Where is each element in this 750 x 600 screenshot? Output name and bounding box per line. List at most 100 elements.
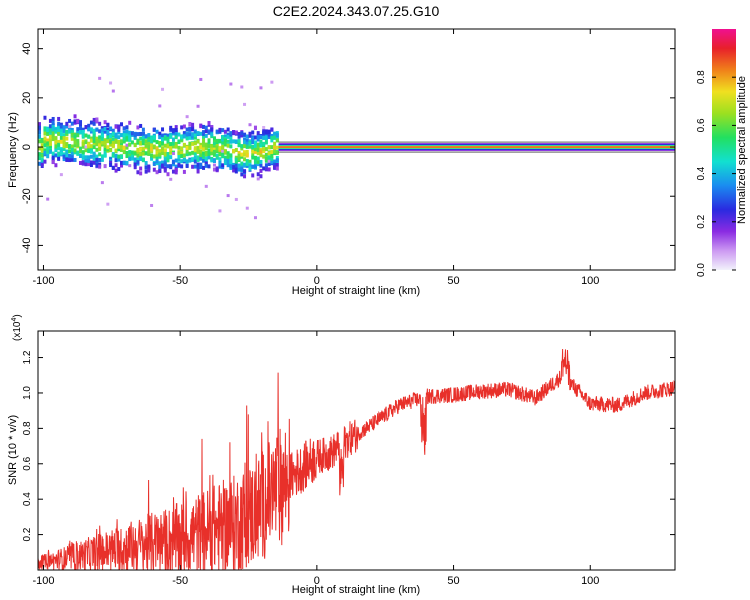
spectrogram-cell [171,160,175,165]
spectrogram-cell [196,145,200,150]
spectrogram-cell [73,114,77,119]
spectrogram-cell [125,125,129,130]
spectrogram-cell [81,150,85,155]
spectrogram-cell [141,151,145,156]
spectrogram-cell [270,159,274,164]
spectrogram-cell [43,131,47,136]
spectrogram-cell [111,144,115,149]
spectrogram-cell [169,177,173,181]
spectrogram-cell [273,164,277,169]
spectrogram-cell [191,150,195,155]
spectrogram-cell [177,157,181,162]
spectrogram-cell [161,133,165,138]
snr-x-ticks: -100 -50 0 50 100 [32,331,599,587]
spectrogram-cell [202,165,206,170]
spectrogram-cell [46,197,50,201]
spectrogram-cell [73,148,77,153]
spectrogram-cell [264,152,268,157]
spectrogram-cell [109,158,113,163]
spectrogram-cell [171,141,175,146]
spectrogram-cell [177,163,181,168]
spectrogram-cell [212,136,216,141]
spectrogram-cell [59,139,63,144]
spectrogram-cell [158,169,162,174]
spectrogram-cell [267,157,271,162]
spectrogram-cell [95,127,99,132]
colorbar: 0.0 0.2 0.4 0.6 0.8 Normalized spectral ampl… [696,29,748,277]
spectrogram-cell [270,154,274,159]
spectrogram-cell [141,127,145,132]
spectrogram-cell [122,126,126,131]
spectrogram-cell [111,140,115,145]
spectrogram-cell [243,102,247,106]
spectrogram-cell [193,133,197,138]
spectrogram-cell [111,153,115,158]
spectrogram-cell [136,147,140,152]
spectrogram-cell [223,134,227,139]
spectrogram-cell [223,155,227,160]
spectrogram-cell [130,150,134,155]
snr-y-tick-label: 1.0 [22,386,33,400]
spectrogram-cell [128,142,132,147]
spectrogram-cell [234,139,238,144]
spectrogram-cell [202,158,206,163]
spectrogram-y-tick-label: 40 [21,43,33,55]
spectrogram-cell [65,124,69,129]
spectrogram-cell [70,147,74,152]
spectrogram-cell [215,129,219,134]
spectrogram-cell [120,139,124,144]
colorbar-tick-label: 0.0 [696,263,707,277]
spectrogram-cell [92,136,96,141]
spectrogram-cell [210,158,214,163]
spectrogram-cell [65,150,69,155]
spectrogram-x-tick-label: 50 [447,275,459,287]
spectrogram-cell [202,138,206,143]
spectrogram-cell [226,163,230,168]
spectrogram-y-ticks: -40 -20 0 20 40 [21,43,675,253]
spectrogram-cell [163,157,167,162]
spectrogram-cell [226,139,230,144]
spectrogram-cell [114,139,118,144]
spectrogram-cell [89,163,93,168]
spectrogram-cell [191,164,195,169]
spectrogram-cell [180,148,184,153]
spectrogram-cell [253,140,257,145]
spectrogram-cell [128,120,132,125]
spectrogram-cell [253,149,257,154]
spectrogram-cell [144,169,148,174]
spectrogram-cell [125,150,129,155]
svg-text:(x104): (x104) [11,314,23,341]
spectrogram-cell [161,141,165,146]
spectrogram-cell [171,144,175,149]
spectrogram-cell [120,160,124,165]
spectrogram-cell [262,147,266,152]
spectrogram-cell [234,163,238,168]
spectrogram-cell [169,146,173,151]
spectrogram-cell [89,144,93,149]
spectrogram-cell [267,155,271,160]
spectrogram-cell [87,155,91,160]
spectrogram-cell [125,160,129,165]
spectrogram-cell [207,151,211,156]
spectrogram-cell [174,158,178,163]
spectrogram-cell [215,153,219,158]
spectrogram-cell [221,128,225,133]
spectrogram-cell [103,141,107,146]
spectrogram-cell [51,155,55,160]
spectrogram-cell [73,136,77,141]
spectrogram-y-axis-label: Frequency (Hz) [7,112,19,188]
spectrogram-cell [259,139,263,144]
spectrogram-cell [251,140,255,145]
spectrogram-cell [141,138,145,143]
spectrogram-cell [245,144,249,149]
spectrogram-cell [221,137,225,142]
spectrogram-cell [270,80,274,84]
spectrogram-cell [204,129,208,134]
spectrogram-cell [270,145,274,150]
spectrogram-cell [215,145,219,150]
spectrogram-cell [106,145,110,150]
spectrogram-cell [117,147,121,152]
spectrogram-cell [152,167,156,172]
figure-title: C2E2.2024.343.07.25.G10 [273,3,440,19]
